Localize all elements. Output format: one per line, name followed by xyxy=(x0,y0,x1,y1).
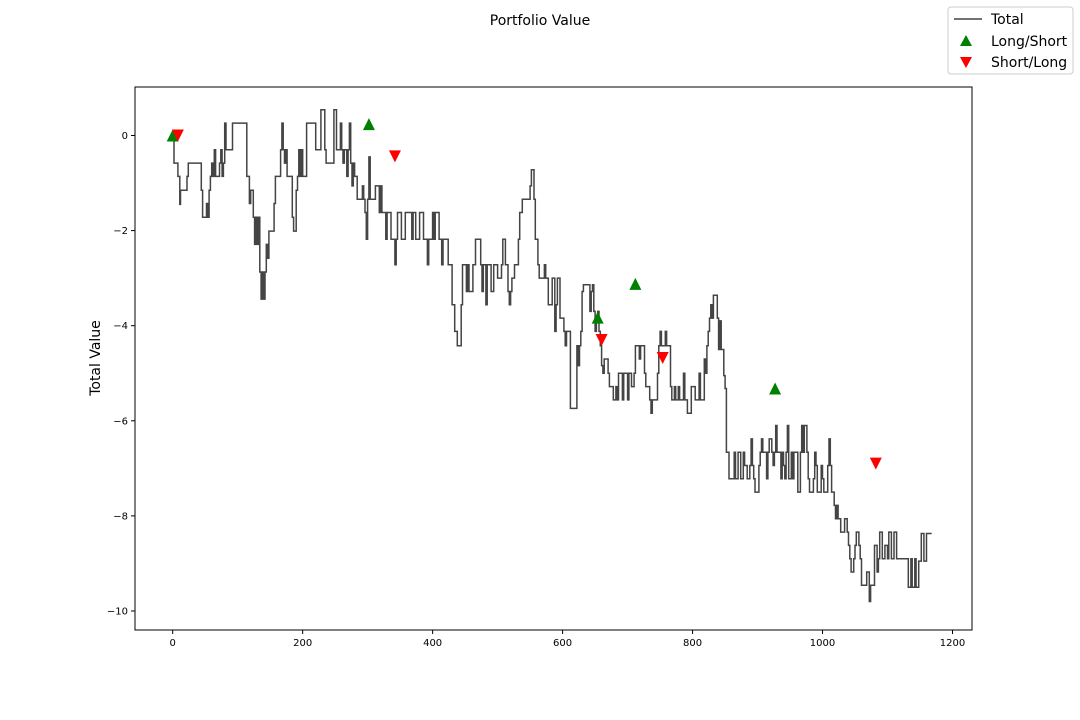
legend-box xyxy=(947,6,1074,75)
short-long-marker xyxy=(388,150,401,163)
y-tick-label: 0 xyxy=(122,131,128,142)
short-long-marker xyxy=(595,333,608,346)
chart-title: Portfolio Value xyxy=(490,13,591,29)
long-short-marker xyxy=(166,129,179,142)
y-tick-label: −8 xyxy=(113,511,128,522)
y-axis-label: Total Value xyxy=(88,320,104,397)
y-tick-label: −6 xyxy=(113,416,128,427)
y-tick-label: −10 xyxy=(107,606,128,617)
long-short-marker xyxy=(591,311,604,324)
x-tick-label: 400 xyxy=(423,638,442,649)
trade-markers xyxy=(166,118,882,470)
short-long-marker xyxy=(656,352,669,365)
y-axis: 0 −2 −4 −6 −8 −10 xyxy=(107,131,135,617)
legend-long-short-marker xyxy=(960,35,972,46)
legend-short-long-label: Short/Long xyxy=(991,55,1067,71)
x-tick-label: 200 xyxy=(293,638,312,649)
long-short-marker xyxy=(362,118,375,131)
long-short-marker xyxy=(629,277,642,290)
x-tick-label: 800 xyxy=(683,638,702,649)
x-tick-label: 600 xyxy=(553,638,572,649)
short-long-marker xyxy=(171,129,184,142)
total-series-line xyxy=(172,109,932,603)
legend-total-label: Total xyxy=(990,12,1024,28)
x-tick-label: 0 xyxy=(170,638,176,649)
y-tick-label: −4 xyxy=(113,321,128,332)
short-long-marker xyxy=(869,457,882,470)
legend: Total Long/Short Short/Long xyxy=(947,6,1074,75)
axes-frame xyxy=(134,86,973,631)
legend-long-short-label: Long/Short xyxy=(991,34,1068,50)
long-short-marker xyxy=(769,382,782,395)
x-tick-label: 1000 xyxy=(810,638,835,649)
plot-area: 0 200 400 600 800 1000 1200 0 −2 −4 −6 −8 −10 xyxy=(107,86,973,649)
x-tick-label: 1200 xyxy=(940,638,965,649)
x-axis: 0 200 400 600 800 1000 1200 xyxy=(170,630,965,649)
legend-short-long-marker xyxy=(960,57,972,68)
y-tick-label: −2 xyxy=(113,226,128,237)
